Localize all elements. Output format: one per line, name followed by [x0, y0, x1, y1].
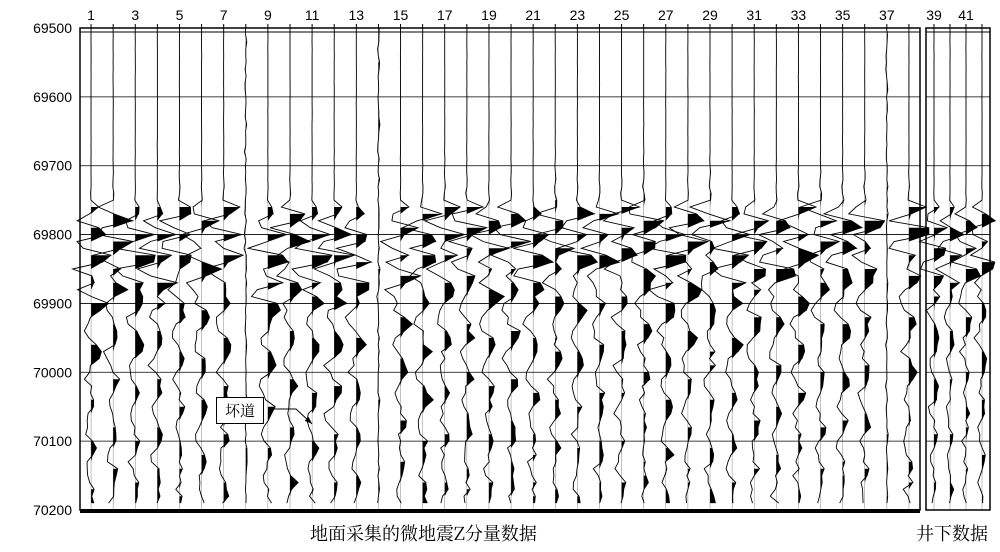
svg-text:17: 17: [437, 7, 453, 23]
svg-text:70200: 70200: [33, 502, 72, 518]
svg-text:7: 7: [220, 7, 228, 23]
svg-text:27: 27: [658, 7, 674, 23]
svg-text:69800: 69800: [33, 227, 72, 243]
svg-text:41: 41: [958, 7, 974, 23]
svg-text:21: 21: [525, 7, 541, 23]
svg-text:37: 37: [879, 7, 895, 23]
svg-text:1: 1: [87, 7, 95, 23]
seismic-trace-figure: { "figure": { "type": "seismic-wiggle", …: [0, 0, 1000, 552]
svg-text:9: 9: [264, 7, 272, 23]
svg-text:69900: 69900: [33, 295, 72, 311]
svg-text:25: 25: [614, 7, 630, 23]
svg-text:31: 31: [746, 7, 762, 23]
svg-text:33: 33: [791, 7, 807, 23]
svg-text:39: 39: [926, 7, 942, 23]
svg-text:69700: 69700: [33, 158, 72, 174]
seismic-svg: 69500 69600 69700 69800 69900 70000 70100 70200…: [0, 0, 1000, 552]
svg-text:15: 15: [393, 7, 409, 23]
svg-text:29: 29: [702, 7, 718, 23]
svg-text:23: 23: [570, 7, 586, 23]
caption-surface-data: 地面采集的微地震Z分量数据: [310, 520, 537, 546]
svg-text:35: 35: [835, 7, 851, 23]
svg-text:69600: 69600: [33, 89, 72, 105]
bad-trace-annotation: 坏道: [216, 397, 264, 424]
svg-text:70100: 70100: [33, 433, 72, 449]
svg-text:19: 19: [481, 7, 497, 23]
caption-downhole-data: 井下数据: [916, 520, 988, 546]
svg-text:5: 5: [176, 7, 184, 23]
svg-text:70000: 70000: [33, 364, 72, 380]
svg-text:13: 13: [349, 7, 365, 23]
svg-text:11: 11: [305, 7, 320, 23]
svg-text:3: 3: [131, 7, 139, 23]
svg-text:69500: 69500: [33, 20, 72, 36]
